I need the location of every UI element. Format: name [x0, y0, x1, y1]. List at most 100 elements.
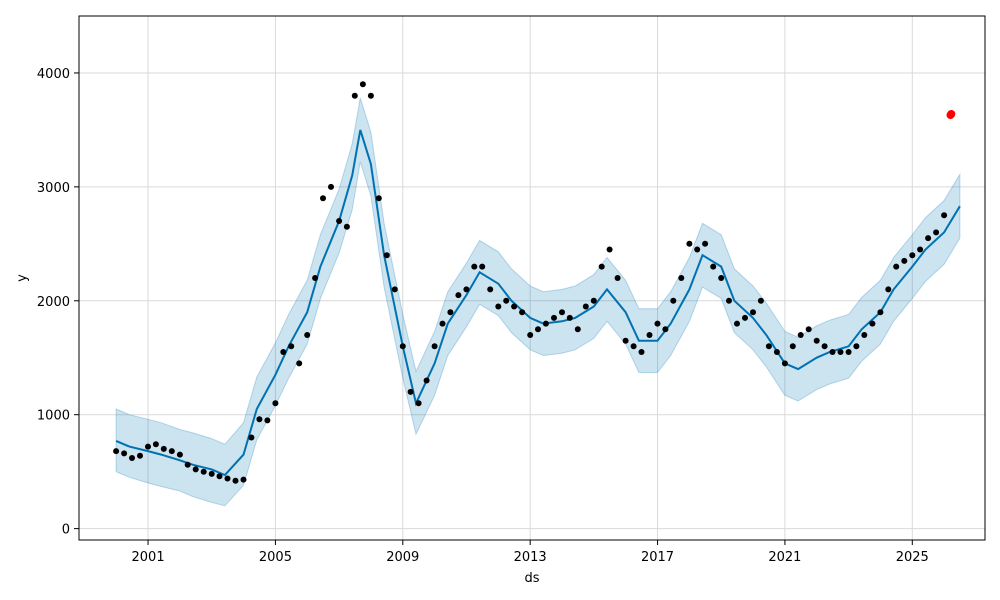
- observed-point: [351, 92, 358, 99]
- forecast-line: [115, 129, 961, 477]
- observed-point: [781, 360, 788, 367]
- observed-point: [877, 309, 884, 316]
- observed-point: [662, 326, 669, 333]
- observed-point: [288, 343, 295, 350]
- observed-point: [606, 246, 613, 253]
- observed-point: [328, 183, 334, 190]
- observed-point: [909, 252, 916, 259]
- observed-point: [582, 303, 589, 310]
- observed-point: [670, 297, 677, 304]
- observed-point: [152, 441, 159, 448]
- observed-point: [734, 320, 740, 327]
- observed-point: [559, 309, 565, 316]
- x-axis-ticks: 2001 2005 2009 2013 2017 2021 2025: [132, 540, 929, 565]
- observed-point: [320, 195, 326, 202]
- observed-point: [893, 263, 900, 270]
- x-tick-label: 2005: [259, 550, 292, 565]
- observed-point: [200, 468, 207, 475]
- observed-point: [487, 286, 494, 293]
- observed-point: [447, 309, 454, 316]
- observed-point: [367, 92, 374, 99]
- observed-point: [503, 297, 510, 304]
- observed-point: [805, 326, 812, 333]
- observed-point: [845, 349, 852, 355]
- observed-point: [750, 309, 756, 316]
- observed-point: [256, 416, 263, 423]
- y-tick-label: 2000: [37, 295, 70, 310]
- forecast-yhat-line: [115, 129, 961, 477]
- observed-point: [853, 343, 860, 350]
- observed-point: [797, 332, 804, 338]
- observed-point: [813, 337, 820, 344]
- observed-point: [630, 343, 637, 350]
- observed-point: [176, 451, 183, 458]
- plot-frame: [78, 15, 986, 541]
- observed-point: [216, 473, 223, 480]
- observed-point: [829, 349, 836, 355]
- observed-point: [821, 343, 828, 350]
- observed-point: [168, 448, 175, 455]
- observed-point: [901, 257, 908, 264]
- observed-point: [654, 320, 661, 327]
- y-tick-label: 1000: [37, 409, 70, 424]
- highlighted-points: [946, 110, 956, 120]
- observed-point: [519, 309, 526, 316]
- x-tick-label: 2009: [386, 550, 419, 565]
- observed-point: [710, 263, 717, 270]
- observed-point: [757, 297, 764, 304]
- observed-point: [614, 275, 621, 281]
- observed-point: [941, 212, 948, 219]
- observed-point: [336, 218, 343, 224]
- observed-point: [240, 476, 247, 483]
- observed-point: [264, 417, 271, 424]
- y-tick-label: 0: [62, 523, 70, 538]
- observed-point: [590, 297, 597, 304]
- observed-point: [869, 320, 876, 327]
- y-tick-label: 4000: [37, 67, 70, 82]
- observed-point: [129, 455, 135, 461]
- uncertainty-band-area: [115, 97, 961, 507]
- observed-point: [495, 303, 502, 310]
- observed-point: [702, 240, 709, 247]
- observed-point: [694, 246, 701, 253]
- observed-point: [296, 360, 303, 367]
- observed-point: [431, 343, 438, 350]
- observed-point: [312, 275, 319, 281]
- x-tick-label: 2001: [132, 550, 165, 565]
- observed-point: [232, 477, 239, 484]
- observed-point: [137, 452, 143, 459]
- observed-point: [208, 470, 215, 477]
- observed-point: [248, 434, 255, 441]
- observed-point: [551, 314, 557, 321]
- observed-point: [415, 400, 422, 407]
- observed-point: [455, 292, 462, 299]
- observed-point: [399, 343, 406, 350]
- observed-point: [574, 326, 581, 333]
- observed-point: [145, 443, 151, 450]
- observed-point: [383, 252, 390, 259]
- observed-point: [160, 445, 167, 452]
- observed-point: [113, 448, 120, 455]
- observed-point: [789, 343, 796, 350]
- observed-point: [917, 246, 924, 253]
- y-axis-ticks: 0 1000 2000 3000 4000: [37, 67, 79, 538]
- observed-point: [542, 320, 549, 327]
- observed-point: [742, 314, 748, 321]
- observed-point: [272, 400, 279, 407]
- observed-point: [343, 223, 350, 230]
- observed-point: [280, 349, 287, 355]
- observed-point: [527, 332, 534, 338]
- grid-lines: [79, 16, 985, 540]
- observed-point: [933, 229, 940, 236]
- x-axis-title: ds: [524, 571, 539, 586]
- observed-point: [885, 286, 892, 293]
- observed-point: [686, 240, 693, 247]
- observed-point: [638, 349, 645, 355]
- plot-area: [79, 16, 985, 540]
- observed-point: [598, 263, 605, 270]
- observed-point: [407, 388, 414, 395]
- observed-point: [184, 461, 191, 468]
- observed-point: [439, 320, 446, 327]
- observed-point: [479, 263, 486, 270]
